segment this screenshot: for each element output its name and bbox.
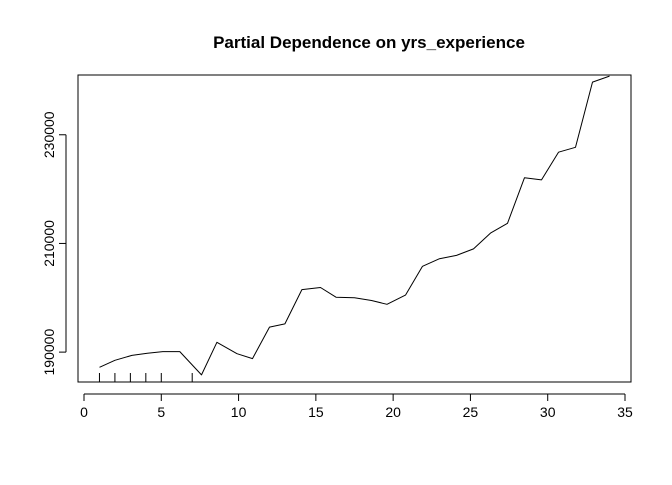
plot-box (77, 74, 632, 383)
chart-title: Partial Dependence on yrs_experience (213, 33, 525, 52)
x-tick-label: 0 (80, 404, 88, 420)
series-line (99, 75, 610, 376)
y-tick-label: 190000 (41, 329, 57, 376)
y-tick-label: 210000 (41, 220, 57, 267)
x-tick-label: 35 (617, 404, 633, 420)
x-tick-label: 30 (540, 404, 556, 420)
rug-marks (98, 373, 193, 382)
y-tick-label: 230000 (41, 111, 57, 158)
x-tick-label: 5 (157, 404, 165, 420)
series-layer (99, 75, 610, 376)
x-axis: 0 5 10 15 20 25 30 35 (80, 393, 633, 420)
x-tick-label: 10 (231, 404, 247, 420)
x-tick-label: 15 (308, 404, 324, 420)
x-tick-label: 25 (463, 404, 479, 420)
x-tick-label: 20 (385, 404, 401, 420)
y-axis: 190000 210000 230000 (41, 111, 67, 376)
